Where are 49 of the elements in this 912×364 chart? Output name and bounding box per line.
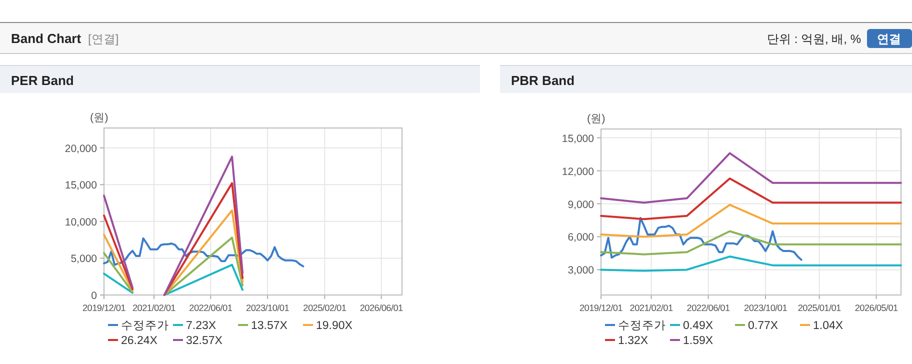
chart-title: PER Band (11, 73, 74, 88)
x-tick-label: 2021/02/01 (132, 303, 176, 313)
line-series (600, 217, 802, 261)
legend-label: 7.23X (186, 320, 216, 332)
x-tick-label: 2025/02/01 (303, 303, 346, 313)
y-tick-label: 15,000 (64, 180, 98, 192)
legend-label: 0.77X (748, 320, 778, 332)
x-tick-label: 2023/10/01 (246, 303, 290, 313)
y-tick-label: 15,000 (562, 132, 594, 145)
legend-label: 1.59X (683, 335, 714, 347)
y-tick-label: 9,000 (568, 198, 594, 211)
legend-label: 1.32X (618, 335, 648, 347)
x-tick-label: 2023/10/01 (744, 303, 788, 313)
x-tick-label: 2026/05/01 (854, 303, 898, 313)
y-tick-label: 12,000 (562, 166, 594, 178)
legend-label: 26.24X (121, 335, 158, 347)
x-tick-label: 2021/02/01 (630, 303, 673, 313)
x-tick-label: 2022/06/01 (189, 303, 232, 313)
legend-label: 32.57X (186, 335, 223, 347)
y-axis-title: (원) (90, 112, 108, 124)
x-tick-label: 2019/12/01 (580, 303, 623, 313)
text: 연결 (877, 32, 901, 46)
y-axis-title: (원) (587, 113, 606, 125)
text: [연결] (88, 32, 119, 46)
x-tick-label: 2022/06/01 (686, 303, 730, 313)
line-series (600, 204, 902, 238)
text: Band Chart (11, 31, 82, 46)
legend-label: 수정주가 (618, 320, 666, 332)
text: 단위 : 억원, 배, % (766, 32, 862, 46)
y-tick-label: 5,000 (70, 253, 98, 266)
line-series (600, 256, 902, 272)
y-tick-label: 20,000 (64, 142, 98, 155)
y-tick-label: 0 (91, 290, 98, 302)
legend-label: 19.90X (316, 320, 353, 332)
line-series (600, 152, 902, 204)
line-series (103, 237, 304, 268)
legend-label: 수정주가 (121, 320, 169, 332)
legend-label: 1.04X (813, 320, 844, 332)
chart-title: PBR Band (511, 73, 575, 88)
legend-label: 13.57X (251, 320, 288, 332)
legend-label: 0.49X (683, 320, 714, 332)
line-series (600, 177, 902, 220)
x-tick-label: 2019/12/01 (82, 303, 126, 313)
y-tick-label: 10,000 (64, 216, 98, 228)
x-tick-label: 2026/06/01 (360, 303, 404, 313)
y-tick-label: 3,000 (568, 264, 594, 277)
line-series (600, 230, 902, 256)
x-tick-label: 2025/01/01 (798, 303, 842, 313)
y-tick-label: 6,000 (568, 232, 594, 244)
